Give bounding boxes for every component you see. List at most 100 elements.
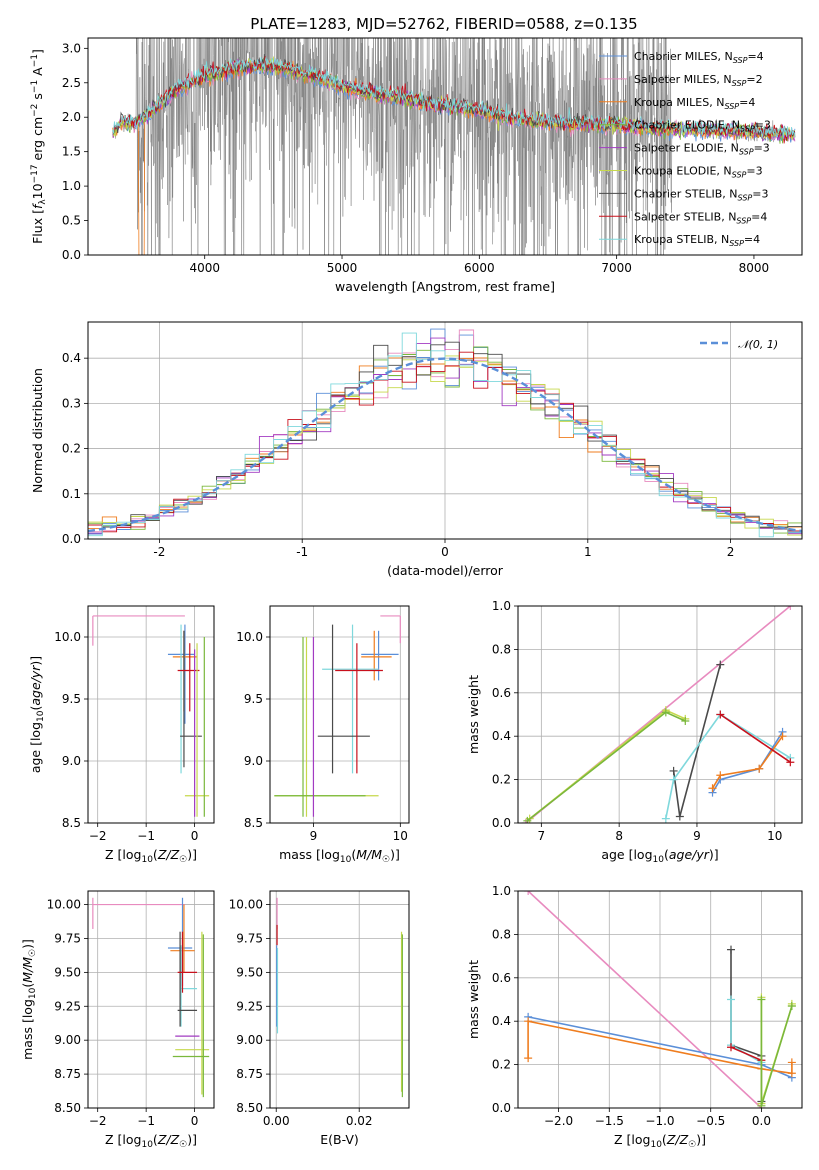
axes-residuals: -2 -1 0 1 2 0.0 0.1 0.2 0.3 0.4 (data-model)/error… [30, 321, 803, 578]
weight-line [711, 735, 784, 789]
y-tick-label: 10.0 [236, 630, 263, 644]
x-tick-label: 1 [584, 545, 592, 559]
plot-area-weight-vs-z [524, 891, 796, 1108]
residual-histogram [88, 332, 802, 538]
y-tick-label: 1.0 [492, 884, 511, 898]
weight-marker [716, 771, 725, 780]
x-axis-label: Z [log10(Z/Z☉)] [105, 847, 197, 865]
x-tick-label: 0.0 [752, 1114, 771, 1128]
y-tick-label: 9.75 [236, 931, 263, 945]
y-tick-label: 10.00 [229, 898, 263, 912]
weight-marker [716, 710, 725, 719]
y-axis-label: mass weight [466, 960, 481, 1039]
y-tick-label: 0.0 [62, 248, 81, 262]
x-tick-label: −2 [89, 1114, 107, 1128]
axes-mass-vs-ebv: 0.00 0.02 8.50 8.75 9.00 9.25 9.50 9.75 10.00 E(B… [229, 890, 410, 1147]
x-tick-label: 6000 [464, 261, 495, 275]
weight-marker [669, 766, 678, 775]
y-tick-label: 10.0 [54, 630, 81, 644]
x-tick-label: 2 [727, 545, 735, 559]
y-tick-label: 0.8 [492, 927, 511, 941]
y-axis-label: mass weight [466, 675, 481, 754]
weight-marker [524, 891, 533, 895]
x-tick-label: 0 [191, 829, 199, 843]
weight-marker [727, 1043, 735, 1052]
y-axis-label: mass [log10(M/M☉)] [20, 939, 38, 1060]
y-tick-label: 9.0 [244, 754, 263, 768]
y-tick-label: 9.00 [236, 1033, 263, 1047]
weight-marker [524, 1017, 533, 1026]
x-axis-label: E(B-V) [320, 1132, 359, 1147]
y-tick-label: 9.50 [236, 965, 263, 979]
y-tick-label: 0.0 [492, 816, 511, 830]
y-tick-label: 0.5 [62, 214, 81, 228]
weight-line [730, 949, 763, 1102]
plot-area-age-vs-z [92, 615, 210, 817]
legend-entry: Chabrier STELIB, NSSP=3 [634, 187, 768, 202]
weight-marker [716, 660, 725, 669]
weight-marker [681, 717, 690, 726]
x-tick-label: 0 [191, 1114, 199, 1128]
weight-marker [757, 995, 766, 1004]
weight-marker [787, 1002, 796, 1011]
y-tick-label: 0.2 [62, 442, 81, 456]
y-tick-label: 0.2 [492, 773, 511, 787]
y-tick-label: 0.0 [62, 532, 81, 546]
y-tick-label: 8.5 [244, 816, 263, 830]
axes-age-vs-z: −2 −1 0 8.5 9.0 9.5 10.0 Z [log10(Z/Z☉)] age [lo… [28, 605, 215, 865]
weight-marker [778, 732, 787, 741]
y-tick-label: 0.6 [492, 686, 511, 700]
plot-area-spectrum [112, 38, 796, 255]
y-tick-label: 0.0 [492, 1101, 511, 1115]
legend-entry: Chabrier MILES, NSSP=4 [634, 50, 764, 65]
y-tick-label: 3.0 [62, 41, 81, 55]
y-tick-label: 1.0 [492, 599, 511, 613]
plot-area-weight-vs-age [521, 606, 795, 823]
axes-age-vs-mass: 9 10 8.5 9.0 9.5 10.0 mass [log10(M/M☉)] [236, 605, 410, 865]
y-tick-label: 9.00 [54, 1033, 81, 1047]
x-tick-label: -2 [153, 545, 165, 559]
axes-frame [269, 890, 410, 1109]
y-axis-label: Flux [fλ10−17 erg cm−2 s−1 A−1] [30, 49, 48, 244]
x-tick-label: −1.5 [595, 1114, 624, 1128]
weight-marker [661, 708, 670, 717]
x-tick-label: −1 [137, 1114, 155, 1128]
x-tick-label: -1 [296, 545, 308, 559]
y-tick-label: 9.0 [62, 754, 81, 768]
x-axis-label: wavelength [Angstrom, rest frame] [335, 279, 555, 294]
model-spectrum-line [112, 57, 796, 139]
y-tick-label: 8.50 [236, 1101, 263, 1115]
weight-marker [675, 812, 684, 821]
gaussian-reference-line [88, 357, 802, 533]
legend-entry: Chabrier ELODIE, NSSP=3 [634, 119, 771, 134]
x-axis-label: Z [log10(Z/Z☉)] [614, 1132, 706, 1150]
weight-marker [523, 816, 532, 823]
y-tick-label: 0.8 [492, 642, 511, 656]
y-tick-label: 8.5 [62, 816, 81, 830]
x-tick-label: 4000 [189, 261, 220, 275]
y-axis-label: Normed distribution [30, 368, 45, 493]
y-tick-label: 0.6 [492, 971, 511, 985]
x-tick-label: −2 [89, 829, 107, 843]
weight-marker [787, 1058, 796, 1067]
x-tick-label: −1.0 [645, 1114, 674, 1128]
y-tick-label: 9.25 [54, 999, 81, 1013]
y-tick-label: 1.0 [62, 179, 81, 193]
y-tick-label: 10.00 [47, 898, 81, 912]
x-tick-label: 0.02 [346, 1114, 373, 1128]
y-tick-label: 0.4 [492, 1014, 511, 1028]
y-tick-label: 8.75 [236, 1067, 263, 1081]
weight-marker [727, 995, 735, 1004]
axes-mass-vs-z: −2 −1 0 8.50 8.75 9.00 9.25 9.50 9.75 10.00 Z [log… [20, 890, 215, 1150]
weight-line [526, 711, 686, 822]
axes-frame [269, 605, 410, 824]
legend-entry: 𝒩(0, 1) [738, 338, 778, 351]
weight-marker [708, 784, 717, 793]
x-tick-label: 9 [310, 829, 318, 843]
x-tick-label: 7000 [601, 261, 632, 275]
legend-entry: Kroupa MILES, NSSP=4 [634, 96, 755, 111]
x-axis-label: Z [log10(Z/Z☉)] [105, 1132, 197, 1150]
plot-area-residuals [88, 328, 802, 539]
legend-entry: Salpeter STELIB, NSSP=4 [634, 210, 767, 225]
